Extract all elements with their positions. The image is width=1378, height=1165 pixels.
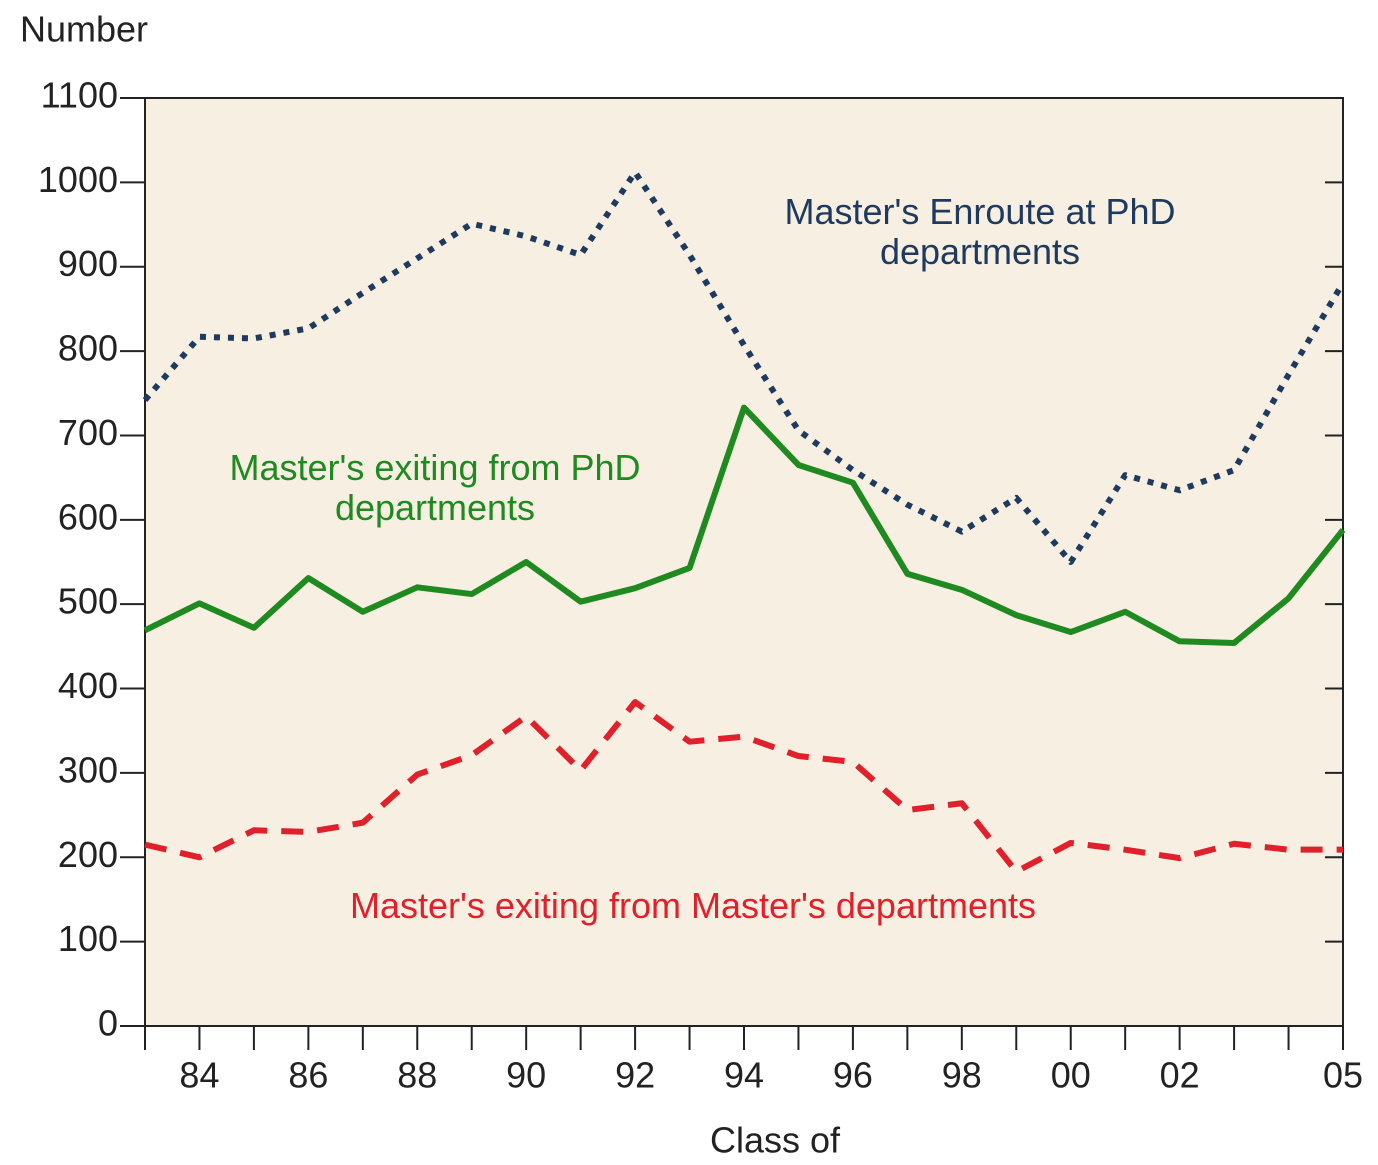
y-tick-label: 0 — [98, 1003, 118, 1044]
plot-area — [144, 97, 1344, 1027]
y-tick-label: 500 — [58, 581, 118, 622]
series-line — [143, 404, 1346, 646]
series-line — [144, 699, 1343, 875]
y-tick-label: 1000 — [38, 159, 118, 200]
y-tick-label: 600 — [58, 496, 118, 537]
x-tick-label: 02 — [1160, 1055, 1200, 1096]
x-tick-label: 94 — [724, 1055, 764, 1096]
x-tick-label: 00 — [1051, 1055, 1091, 1096]
x-tick-label: 86 — [288, 1055, 328, 1096]
x-tick-label: 05 — [1323, 1055, 1363, 1096]
y-axis-label: Number — [20, 9, 148, 50]
y-tick-label: 900 — [58, 243, 118, 284]
y-tick-label: 400 — [58, 665, 118, 706]
y-tick-label: 200 — [58, 834, 118, 875]
series-label-box: Master's Enroute at PhD departments — [784, 192, 1176, 272]
x-tick-label: 98 — [942, 1055, 982, 1096]
x-tick-label: 96 — [833, 1055, 873, 1096]
series-label-box: Master's exiting from PhD departments — [229, 448, 641, 528]
series-label: Master's Enroute at PhD departments — [784, 192, 1176, 272]
y-tick-label: 300 — [58, 749, 118, 790]
x-tick-label: 92 — [615, 1055, 655, 1096]
x-axis-label: Class of — [710, 1120, 841, 1161]
series-label: Master's exiting from Master's departmen… — [350, 886, 1036, 926]
x-tick-label: 88 — [397, 1055, 437, 1096]
y-tick-label: 100 — [58, 918, 118, 959]
x-tick-label: 90 — [506, 1055, 546, 1096]
y-tick-label: 700 — [58, 412, 118, 453]
x-tick-label: 84 — [179, 1055, 219, 1096]
series-label-box: Master's exiting from Master's departmen… — [350, 886, 1036, 926]
y-tick-label: 800 — [58, 328, 118, 369]
y-tick-label: 1100 — [41, 75, 118, 116]
series-label: Master's exiting from PhD departments — [229, 448, 641, 528]
